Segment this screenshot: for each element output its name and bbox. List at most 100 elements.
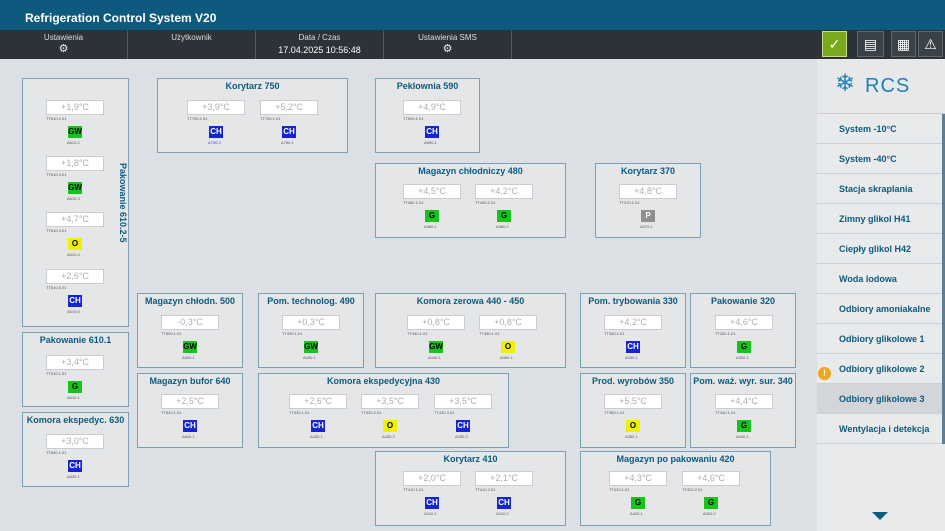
room-title: Korytarz 410 <box>443 454 498 464</box>
room-panel-pom340[interactable]: Pom. waż. wyr. sur. 340 +4,4°C TT340.1.01 G… <box>690 373 796 448</box>
temperature-value: -0,3°C <box>161 315 219 330</box>
status-badge[interactable]: GW <box>68 182 82 194</box>
status-badge[interactable]: CH <box>209 126 223 138</box>
datetime-field: Data / Czas 17.04.2025 10:56:48 <box>256 30 384 59</box>
settings-button[interactable]: Ustawienia ⚙ <box>0 30 128 59</box>
acknowledge-check-icon[interactable]: ✓ <box>822 31 847 57</box>
room-panel-mag420[interactable]: Magazyn po pakowaniu 420 +4,3°C TT420.1.01… <box>580 451 771 526</box>
sidebar-item-label: Odbiory glikolowe 2 <box>839 364 925 374</box>
sidebar-item[interactable]: Odbiory amoniakalne <box>817 294 945 324</box>
sidebar-item[interactable]: Ciepły glikol H42 <box>817 234 945 264</box>
room-panel-kor750[interactable]: Korytarz 750 +3,9°C TT750.2.01 CH A750.2 +5,2… <box>157 78 348 153</box>
sensor-tag: TT610.1.01 <box>46 371 67 376</box>
sensor-tag: TT440.1.01 <box>407 331 428 336</box>
room-panel-mag640[interactable]: Magazyn bufor 640 +2,5°C TT640.1.01 CH A640.… <box>137 373 243 448</box>
logo-text: RCS <box>865 75 911 97</box>
temperature-value: +4,6°C <box>715 315 773 330</box>
status-badge[interactable]: O <box>626 420 640 432</box>
sensor-tag: TT330.1.01 <box>604 331 625 336</box>
status-badge[interactable]: CH <box>68 295 82 307</box>
status-badge[interactable]: CH <box>425 497 439 509</box>
status-badge[interactable]: GW <box>183 341 197 353</box>
sidebar-item[interactable]: Odbiory glikolowe 3 <box>817 384 945 414</box>
scroll-down-arrow-icon[interactable] <box>872 512 888 520</box>
status-badge[interactable]: GW <box>304 341 318 353</box>
status-badge[interactable]: GW <box>68 126 82 138</box>
status-badge[interactable]: CH <box>425 126 439 138</box>
room-title: Pakowanie 610.2-5 <box>118 163 128 243</box>
status-tag: A610.1 <box>67 395 80 400</box>
sms-settings-button[interactable]: Ustawienia SMS ⚙ <box>384 30 512 59</box>
sidebar-item[interactable]: Woda lodowa <box>817 264 945 294</box>
status-badge[interactable]: CH <box>497 497 511 509</box>
status-badge[interactable]: CH <box>626 341 640 353</box>
room-panel-pom330[interactable]: Pom. trybowania 330 +4,2°C TT330.1.01 CH A33… <box>580 293 686 368</box>
sensor-tag: TT450.1.01 <box>479 331 500 336</box>
status-tag: A430.2 <box>382 434 395 439</box>
status-badge[interactable]: CH <box>311 420 325 432</box>
status-badge[interactable]: CH <box>456 420 470 432</box>
room-panel-pek590[interactable]: Peklownia 590 +4,9°C TT590.1.01 CH A590.1 <box>375 78 480 153</box>
status-tag: A640.1 <box>182 434 195 439</box>
status-badge[interactable]: O <box>383 420 397 432</box>
room-panel-mag500[interactable]: Magazyn chłodn. 500 -0,3°C TT500.1.01 GW A50… <box>137 293 243 368</box>
sensor-tag: TT430.1.01 <box>289 410 310 415</box>
status-badge[interactable]: G <box>631 497 645 509</box>
room-panel-kor410[interactable]: Korytarz 410 +2,0°C TT410.1.01 CH A410.1 +2,1… <box>375 451 566 526</box>
status-badge[interactable]: CH <box>282 126 296 138</box>
room-panel-kom430[interactable]: Komora ekspedycyjna 430 +2,6°C TT430.1.01 C… <box>258 373 509 448</box>
user-field[interactable]: Użytkownik <box>128 30 256 59</box>
sensor-tag: TT630.1.01 <box>46 450 67 455</box>
temperature-value: +3,5°C <box>434 394 492 409</box>
room-panel-mag480[interactable]: Magazyn chłodniczy 480 +4,5°C TT480.1.01 G A… <box>375 163 566 238</box>
overview-map-icon[interactable]: ▦ <box>891 31 916 57</box>
status-badge[interactable]: CH <box>183 420 197 432</box>
status-tag: A610.4 <box>67 252 80 257</box>
room-panel-pom490[interactable]: Pom. technolog. 490 +0,3°C TT490.1.01 GW A49… <box>258 293 364 368</box>
status-tag: A420.2 <box>703 511 716 516</box>
alarm-list-icon[interactable]: ▤ <box>857 31 884 57</box>
status-tag: A430.3 <box>455 434 468 439</box>
sensor-tag: TT490.1.01 <box>282 331 303 336</box>
status-badge[interactable]: G <box>704 497 718 509</box>
room-panel-kom630[interactable]: Komora ekspedyc. 630 +3,0°C TT630.1.01 CH A6… <box>22 412 129 487</box>
room-panel-pak320[interactable]: Pakowanie 320 +4,6°C TT320.1.01 G A320.1 <box>690 293 796 368</box>
temperature-value: +3,9°C <box>187 100 245 115</box>
temperature-value: +1,8°C <box>46 156 104 171</box>
status-badge[interactable]: G <box>497 210 511 222</box>
sidebar-item[interactable]: System -10°C <box>817 114 945 144</box>
room-title: Pom. waż. wyr. sur. 340 <box>693 376 793 386</box>
status-badge[interactable]: CH <box>68 460 82 472</box>
status-badge[interactable]: G <box>737 420 751 432</box>
gear-icon: ⚙ <box>442 43 453 55</box>
status-tag: A420.1 <box>630 511 643 516</box>
status-badge[interactable]: P <box>641 210 655 222</box>
status-badge[interactable]: GW <box>429 341 443 353</box>
status-tag: A370.1 <box>640 224 653 229</box>
status-tag: A490.1 <box>303 355 316 360</box>
room-panel-kor370[interactable]: Korytarz 370 +4,8°C TT370.1.01 P A370.1 <box>595 163 701 238</box>
status-badge[interactable]: O <box>501 341 515 353</box>
sidebar-item[interactable]: Stacja skraplania <box>817 174 945 204</box>
sidebar-item[interactable]: Odbiory glikolowe 2 <box>817 354 945 384</box>
status-badge[interactable]: G <box>425 210 439 222</box>
sidebar-item[interactable]: Odbiory glikolowe 1 <box>817 324 945 354</box>
room-panel-pak6101[interactable]: Pakowanie 610.1 +3,4°C TT610.1.01 G A610.1 <box>22 332 129 407</box>
sidebar-item-indicator <box>942 414 945 444</box>
sensor-tag: TT610.3.01 <box>46 172 67 177</box>
room-panel-prod350[interactable]: Prod. wyrobów 350 +5,5°C TT350.1.01 O A350.1 <box>580 373 686 448</box>
sidebar-item[interactable]: Zimny glikol H41 <box>817 204 945 234</box>
temperature-value: +4,2°C <box>475 184 533 199</box>
room-panel-pak6102-5[interactable]: Pakowanie 610.2-5 +1,9°C TT610.2.01 GW A610.… <box>22 78 129 327</box>
sidebar-item[interactable]: Wentylacja i detekcja <box>817 414 945 444</box>
alarm-warning-icon[interactable]: ⚠ <box>918 31 943 57</box>
sidebar-item-label: Odbiory glikolowe 3 <box>839 394 925 404</box>
sidebar-item[interactable]: System -40°C <box>817 144 945 174</box>
app-title: Refrigeration Control System V20 <box>0 0 945 30</box>
room-panel-kom440[interactable]: Komora zerowa 440 - 450 +0,8°C TT440.1.01 G… <box>375 293 566 368</box>
status-badge[interactable]: G <box>737 341 751 353</box>
status-badge[interactable]: O <box>68 238 82 250</box>
status-badge[interactable]: G <box>68 381 82 393</box>
room-title: Magazyn chłodniczy 480 <box>418 166 523 176</box>
sensor-tag: TT420.2.01 <box>682 487 703 492</box>
